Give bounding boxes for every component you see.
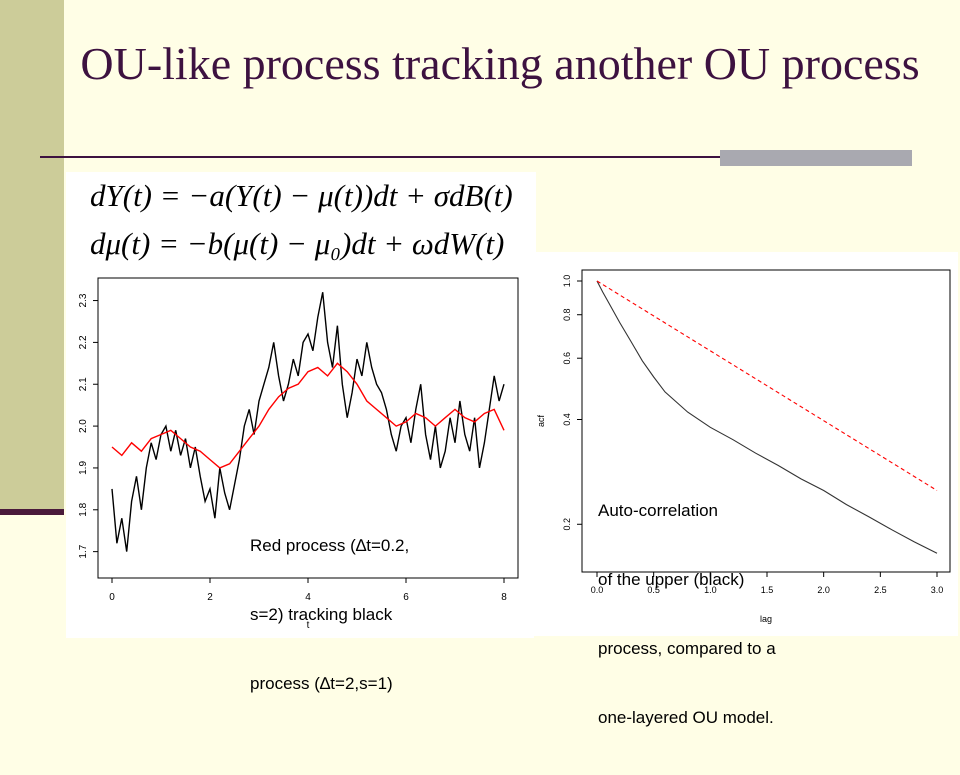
- right-plot-caption: Auto-correlation of the upper (black) pr…: [598, 453, 776, 775]
- y-tick-label: 2.3: [78, 293, 89, 307]
- x-tick-label: 1.0: [704, 585, 717, 595]
- right-caption-line-4: one-layered OU model.: [598, 708, 774, 727]
- x-axis-label: t: [307, 620, 310, 631]
- equation-2: dμ(t) = −b(μ(t) − μ₀)dt + ωdW(t): [90, 226, 505, 261]
- x-tick-label: 0.0: [591, 585, 604, 595]
- y-axis-label: acf: [536, 415, 546, 428]
- slide-title: OU-like process tracking another OU proc…: [80, 38, 920, 89]
- title-underline-accent: [720, 150, 912, 166]
- series-line-0: [596, 280, 938, 554]
- y-tick-label: 1.8: [78, 502, 89, 516]
- y-tick-label: 0.8: [562, 308, 572, 321]
- left-plot-panel: 0 2 4 6 8 1.7 1.8 1.9 2.0 2.1 2.2 2.3 t Red process …: [66, 268, 534, 693]
- y-tick-label: 1.7: [78, 544, 89, 558]
- title-underline: [40, 156, 912, 158]
- x-tick-label: 4: [305, 592, 311, 603]
- x-tick-label: 6: [403, 592, 409, 603]
- right-caption-line-2: of the upper (black): [598, 570, 745, 589]
- series-line-1: [111, 362, 505, 469]
- sidebar-accent-mark: [0, 509, 64, 515]
- time-series-plot: 0 2 4 6 8 1.7 1.8 1.9 2.0 2.1 2.2 2.3 t: [78, 277, 519, 631]
- x-tick-label: 0.5: [647, 585, 660, 595]
- y-tick-label: 2.2: [78, 335, 89, 349]
- left-caption-line-2: s=2) tracking black: [250, 605, 393, 624]
- x-tick-label: 1.5: [761, 585, 774, 595]
- x-axis-label: lag: [760, 614, 772, 624]
- plot-frame: [581, 269, 951, 573]
- sidebar-decoration: [0, 0, 64, 512]
- x-tick-label: 2.0: [817, 585, 830, 595]
- y-tick-label: 1.0: [562, 275, 572, 288]
- x-tick-label: 0: [109, 592, 115, 603]
- series-line-1: [596, 280, 938, 491]
- left-caption-line-1: Red process (∆t=0.2,: [250, 536, 410, 555]
- x-tick-label: 8: [501, 592, 507, 603]
- y-tick-label: 0.2: [562, 518, 572, 531]
- equation-1: dY(t) = −a(Y(t) − μ(t))dt + σdB(t): [90, 178, 513, 213]
- x-tick-label: 2.5: [874, 585, 887, 595]
- series-line-0: [111, 292, 505, 552]
- y-tick-label: 1.9: [78, 461, 89, 475]
- left-caption-line-3: process (∆t=2,s=1): [250, 674, 393, 693]
- right-plot-panel: 0.0 0.5 1.0 1.5 2.0 2.5 3.0 0.2 0.4 0.6 0.8 1.0 lag a…: [534, 252, 958, 727]
- y-tick-label: 0.6: [562, 352, 572, 365]
- right-caption-line-3: process, compared to a: [598, 639, 776, 658]
- acf-plot: 0.0 0.5 1.0 1.5 2.0 2.5 3.0 0.2 0.4 0.6 0.8 1.0 lag a…: [536, 269, 951, 624]
- right-caption-line-1: Auto-correlation: [598, 501, 719, 520]
- x-tick-label: 2: [207, 592, 213, 603]
- x-tick-label: 3.0: [931, 585, 944, 595]
- y-tick-label: 2.1: [78, 377, 89, 391]
- y-tick-label: 0.4: [562, 413, 572, 426]
- y-tick-label: 2.0: [78, 419, 89, 433]
- equations-panel: dY(t) = −a(Y(t) − μ(t))dt + σdB(t) dμ(t)…: [66, 172, 536, 268]
- left-plot-caption: Red process (∆t=0.2, s=2) tracking black…: [250, 488, 409, 741]
